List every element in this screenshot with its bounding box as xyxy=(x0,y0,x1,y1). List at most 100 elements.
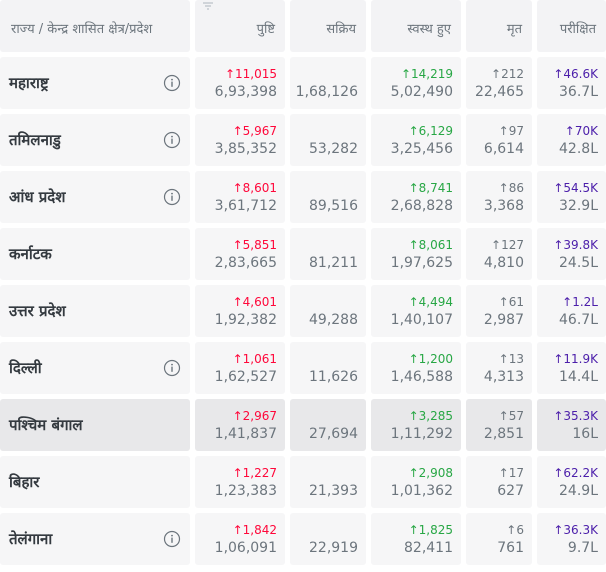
header-recovered-label: स्वस्थ हुए xyxy=(407,22,451,37)
tested-cell: ↑1.2L 46.7L xyxy=(537,285,606,337)
confirmed-delta: ↑11,015 xyxy=(224,67,277,81)
deceased-delta: ↑13 xyxy=(498,352,524,366)
active-cell: 53,282 xyxy=(290,114,366,166)
active-total: 53,282 xyxy=(309,141,358,157)
header-active-label: सक्रिय xyxy=(326,22,356,37)
confirmed-delta: ↑1,227 xyxy=(232,466,277,480)
confirmed-total: 6,93,398 xyxy=(214,84,277,100)
state-cell[interactable]: बिहार xyxy=(0,456,190,508)
info-icon[interactable] xyxy=(163,359,181,377)
table-row[interactable]: महाराष्ट्र ↑11,015 6,93,398 1,68,126 ↑14,219… xyxy=(0,57,606,109)
tested-total: 46.7L xyxy=(559,312,598,328)
state-cell[interactable]: उत्तर प्रदेश xyxy=(0,285,190,337)
recovered-cell: ↑3,285 1,11,292 xyxy=(371,399,461,451)
tested-cell: ↑36.3K 9.7L xyxy=(537,513,606,565)
deceased-cell: ↑13 4,313 xyxy=(466,342,532,394)
header-deceased-label: मृत xyxy=(506,22,522,37)
tested-delta: ↑39.8K xyxy=(553,238,598,252)
deceased-delta: ↑86 xyxy=(498,181,524,195)
table-row[interactable]: तेलंगाना ↑1,842 1,06,091 22,919 ↑1,825 82,411… xyxy=(0,513,606,565)
header-tested[interactable]: परीक्षित xyxy=(537,0,606,52)
state-name: तमिलनाडु xyxy=(9,131,61,149)
active-total: 49,288 xyxy=(309,312,358,328)
recovered-delta: ↑6,129 xyxy=(408,124,453,138)
recovered-cell: ↑1,200 1,46,588 xyxy=(371,342,461,394)
deceased-delta: ↑57 xyxy=(498,409,524,423)
table-row[interactable]: पश्चिम बंगाल ↑2,967 1,41,837 27,694 ↑3,285 1,… xyxy=(0,399,606,451)
state-cell[interactable]: महाराष्ट्र xyxy=(0,57,190,109)
header-state-label: राज्य / केन्द्र शासित क्षेत्र/प्रदेश xyxy=(11,22,153,37)
deceased-delta: ↑97 xyxy=(498,124,524,138)
header-confirmed[interactable]: पुष्टि xyxy=(195,0,285,52)
tested-delta: ↑11.9K xyxy=(553,352,598,366)
state-cell[interactable]: तेलंगाना xyxy=(0,513,190,565)
tested-cell: ↑62.2K 24.9L xyxy=(537,456,606,508)
tested-total: 32.9L xyxy=(559,198,598,214)
info-icon[interactable] xyxy=(163,131,181,149)
deceased-cell: ↑97 6,614 xyxy=(466,114,532,166)
recovered-total: 1,11,292 xyxy=(390,426,453,442)
recovered-total: 1,40,107 xyxy=(390,312,453,328)
recovered-delta: ↑2,908 xyxy=(408,466,453,480)
info-icon[interactable] xyxy=(163,188,181,206)
deceased-total: 4,313 xyxy=(483,369,524,385)
info-icon[interactable] xyxy=(163,530,181,548)
tested-cell: ↑11.9K 14.4L xyxy=(537,342,606,394)
state-cell[interactable]: दिल्ली xyxy=(0,342,190,394)
state-cell[interactable]: तमिलनाडु xyxy=(0,114,190,166)
header-deceased[interactable]: मृत xyxy=(466,0,532,52)
recovered-delta: ↑3,285 xyxy=(408,409,453,423)
header-confirmed-label: पुष्टि xyxy=(256,22,275,37)
info-icon[interactable] xyxy=(163,74,181,92)
header-active[interactable]: सक्रिय xyxy=(290,0,366,52)
tested-cell: ↑46.6K 36.7L xyxy=(537,57,606,109)
confirmed-total: 1,06,091 xyxy=(214,540,277,556)
tested-delta: ↑46.6K xyxy=(553,67,598,81)
state-cell[interactable]: पश्चिम बंगाल xyxy=(0,399,190,451)
state-cell[interactable]: आंध प्रदेश xyxy=(0,171,190,223)
confirmed-cell: ↑4,601 1,92,382 xyxy=(195,285,285,337)
confirmed-cell: ↑5,851 2,83,665 xyxy=(195,228,285,280)
deceased-total: 2,851 xyxy=(483,426,524,442)
confirmed-total: 2,83,665 xyxy=(214,255,277,271)
confirmed-total: 3,61,712 xyxy=(214,198,277,214)
deceased-delta: ↑212 xyxy=(491,67,524,81)
deceased-cell: ↑57 2,851 xyxy=(466,399,532,451)
confirmed-delta: ↑4,601 xyxy=(232,295,277,309)
recovered-total: 1,01,362 xyxy=(390,483,453,499)
header-state[interactable]: राज्य / केन्द्र शासित क्षेत्र/प्रदेश xyxy=(0,0,190,52)
tested-delta: ↑36.3K xyxy=(553,523,598,537)
header-recovered[interactable]: स्वस्थ हुए xyxy=(371,0,461,52)
tested-total: 9.7L xyxy=(567,540,598,556)
state-name: उत्तर प्रदेश xyxy=(9,302,66,320)
active-total: 1,68,126 xyxy=(295,84,358,100)
deceased-cell: ↑17 627 xyxy=(466,456,532,508)
recovered-cell: ↑4,494 1,40,107 xyxy=(371,285,461,337)
active-total: 21,393 xyxy=(309,483,358,499)
table-row[interactable]: आंध प्रदेश ↑8,601 3,61,712 89,516 ↑8,741 2,68… xyxy=(0,171,606,223)
state-cell[interactable]: कर्नाटक xyxy=(0,228,190,280)
state-name: कर्नाटक xyxy=(9,245,52,263)
recovered-cell: ↑6,129 3,25,456 xyxy=(371,114,461,166)
table-row[interactable]: तमिलनाडु ↑5,967 3,85,352 53,282 ↑6,129 3,25,4… xyxy=(0,114,606,166)
recovered-delta: ↑1,200 xyxy=(408,352,453,366)
tested-total: 14.4L xyxy=(559,369,598,385)
table-row[interactable]: उत्तर प्रदेश ↑4,601 1,92,382 49,288 ↑4,494 1,… xyxy=(0,285,606,337)
recovered-delta: ↑4,494 xyxy=(408,295,453,309)
recovered-total: 1,46,588 xyxy=(390,369,453,385)
recovered-cell: ↑1,825 82,411 xyxy=(371,513,461,565)
recovered-total: 82,411 xyxy=(404,540,453,556)
confirmed-total: 1,92,382 xyxy=(214,312,277,328)
deceased-delta: ↑127 xyxy=(491,238,524,252)
deceased-cell: ↑61 2,987 xyxy=(466,285,532,337)
tested-total: 36.7L xyxy=(559,84,598,100)
deceased-total: 627 xyxy=(497,483,524,499)
table-row[interactable]: बिहार ↑1,227 1,23,383 21,393 ↑2,908 1,01,362 ↑… xyxy=(0,456,606,508)
table-row[interactable]: दिल्ली ↑1,061 1,62,527 11,626 ↑1,200 1,46,588… xyxy=(0,342,606,394)
table-row[interactable]: कर्नाटक ↑5,851 2,83,665 81,211 ↑8,061 1,97,62… xyxy=(0,228,606,280)
recovered-cell: ↑8,741 2,68,828 xyxy=(371,171,461,223)
tested-cell: ↑39.8K 24.5L xyxy=(537,228,606,280)
state-name: बिहार xyxy=(9,473,40,491)
active-total: 81,211 xyxy=(309,255,358,271)
recovered-delta: ↑14,219 xyxy=(400,67,453,81)
